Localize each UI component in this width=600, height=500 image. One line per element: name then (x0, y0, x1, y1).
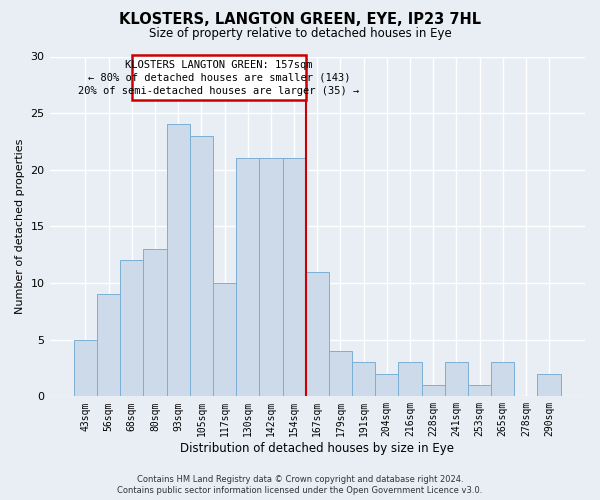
Text: 20% of semi-detached houses are larger (35) →: 20% of semi-detached houses are larger (… (78, 86, 359, 96)
Bar (352, 362, 375, 396)
Bar (259, 158, 283, 396)
Bar (538, 374, 560, 396)
Text: KLOSTERS, LANGTON GREEN, EYE, IP23 7HL: KLOSTERS, LANGTON GREEN, EYE, IP23 7HL (119, 12, 481, 28)
Text: Contains HM Land Registry data © Crown copyright and database right 2024.: Contains HM Land Registry data © Crown c… (137, 475, 463, 484)
Bar (422, 385, 445, 396)
FancyBboxPatch shape (132, 56, 305, 100)
Bar (74, 340, 97, 396)
Bar (329, 351, 352, 397)
Bar (190, 136, 213, 396)
Bar (283, 158, 305, 396)
Bar (491, 362, 514, 396)
Bar (213, 283, 236, 397)
Bar (97, 294, 120, 396)
Bar (398, 362, 422, 396)
Y-axis label: Number of detached properties: Number of detached properties (15, 138, 25, 314)
Bar (236, 158, 259, 396)
Bar (120, 260, 143, 396)
Text: KLOSTERS LANGTON GREEN: 157sqm: KLOSTERS LANGTON GREEN: 157sqm (125, 60, 313, 70)
X-axis label: Distribution of detached houses by size in Eye: Distribution of detached houses by size … (180, 442, 454, 455)
Bar (375, 374, 398, 396)
Text: ← 80% of detached houses are smaller (143): ← 80% of detached houses are smaller (14… (88, 73, 350, 83)
Bar (143, 249, 167, 396)
Bar (305, 272, 329, 396)
Bar (167, 124, 190, 396)
Text: Contains public sector information licensed under the Open Government Licence v3: Contains public sector information licen… (118, 486, 482, 495)
Text: Size of property relative to detached houses in Eye: Size of property relative to detached ho… (149, 28, 451, 40)
Bar (468, 385, 491, 396)
Bar (445, 362, 468, 396)
